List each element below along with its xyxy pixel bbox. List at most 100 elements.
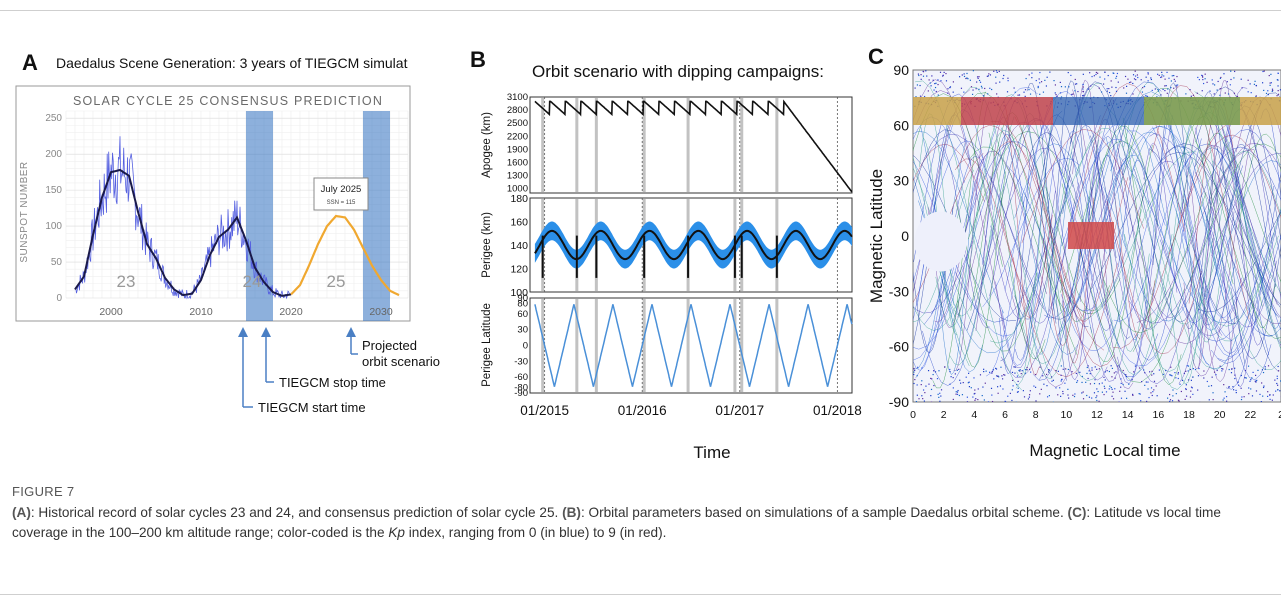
coverage-point: [978, 76, 980, 78]
coverage-point: [980, 85, 983, 87]
coverage-point: [1019, 369, 1021, 371]
coverage-point: [1062, 390, 1064, 393]
coverage-point: [1134, 75, 1137, 77]
coverage-point: [1160, 76, 1162, 79]
coverage-point: [1060, 374, 1062, 376]
coverage-point: [1030, 371, 1032, 373]
coverage-point: [982, 386, 984, 388]
coverage-point: [919, 95, 922, 97]
coverage-point: [1228, 386, 1230, 388]
coverage-point: [1082, 90, 1084, 93]
coverage-point: [1249, 380, 1251, 382]
coverage-point: [1147, 73, 1149, 75]
coverage-point: [1087, 377, 1089, 380]
dipping-campaign-marker: [594, 298, 598, 393]
coverage-point: [1240, 387, 1242, 389]
coverage-point: [1059, 81, 1061, 83]
coverage-point: [944, 366, 946, 368]
coverage-point: [1094, 366, 1096, 368]
trajectory-track: [998, 208, 1118, 378]
trajectory-track: [990, 120, 1105, 351]
coverage-point: [927, 90, 929, 92]
coverage-point: [918, 74, 920, 77]
y-tick-label: 150: [45, 185, 62, 196]
coverage-point: [1146, 95, 1148, 97]
trajectory-track: [954, 158, 1030, 303]
trajectory-track: [1035, 120, 1127, 388]
coverage-point: [1261, 369, 1264, 371]
coverage-point: [1117, 365, 1119, 367]
coverage-point: [996, 71, 998, 74]
trajectory-track: [915, 80, 1022, 391]
coverage-point: [1114, 377, 1116, 379]
coverage-point: [1075, 372, 1077, 375]
coverage-point: [1112, 72, 1114, 74]
coverage-point: [1001, 378, 1004, 380]
coverage-point: [1171, 400, 1174, 402]
coverage-point: [933, 370, 935, 372]
coverage-point: [932, 373, 934, 376]
coverage-point: [1035, 400, 1037, 402]
coverage-point: [1016, 384, 1018, 386]
trajectory-track: [1169, 179, 1214, 385]
coverage-point: [966, 77, 968, 79]
coverage-point: [1136, 74, 1139, 76]
coverage-point: [1170, 80, 1172, 82]
trajectory-track: [1144, 158, 1194, 323]
coverage-point: [1255, 390, 1258, 392]
trajectory-track: [1105, 137, 1139, 340]
coverage-point: [1248, 387, 1250, 389]
coverage-point: [1145, 76, 1147, 78]
trajectory-track: [1152, 82, 1190, 266]
apogee-line: [534, 99, 853, 193]
coverage-point: [1247, 79, 1249, 81]
coverage-point: [978, 79, 981, 82]
coverage-point: [1113, 72, 1115, 74]
coverage-point: [1187, 370, 1189, 372]
coverage-point: [990, 387, 993, 389]
coverage-point: [1176, 75, 1178, 78]
trajectory-track: [1033, 97, 1117, 381]
coverage-point: [936, 378, 939, 380]
coverage-point: [1110, 365, 1112, 367]
coverage-point: [1111, 376, 1113, 378]
coverage-point: [1235, 389, 1237, 392]
coverage-point: [1231, 368, 1233, 370]
apogee-tick-label: 1600: [507, 157, 528, 168]
coverage-point: [957, 389, 959, 392]
latitude-ylabel: Perigee Latitude: [481, 303, 493, 387]
coverage-point: [1045, 85, 1047, 87]
coverage-point: [1015, 401, 1017, 402]
coverage-point: [1171, 75, 1173, 77]
coverage-point: [1173, 78, 1175, 81]
coverage-point: [930, 85, 932, 87]
coverage-point: [991, 371, 994, 373]
coverage-point: [1040, 388, 1042, 390]
coverage-point: [920, 384, 922, 386]
trajectory-track: [913, 166, 982, 338]
perigee-latitude-line: [534, 304, 853, 387]
coverage-point: [1228, 368, 1230, 371]
coverage-point: [1171, 375, 1173, 377]
coverage-point: [955, 391, 957, 393]
coverage-point: [1055, 387, 1057, 389]
local-time-tick-label: 8: [1033, 409, 1039, 421]
coverage-point: [1011, 399, 1013, 402]
coverage-point: [919, 84, 921, 87]
coverage-point: [1054, 92, 1056, 94]
coverage-point: [1091, 369, 1093, 371]
coverage-point: [1026, 369, 1028, 371]
caption-c-tag: (C): [1067, 505, 1087, 520]
coverage-point: [979, 81, 982, 83]
trajectory-track: [913, 175, 963, 332]
coverage-point: [1157, 88, 1159, 91]
trajectory-track: [1000, 127, 1079, 355]
observed-sunspot-line: [74, 168, 292, 297]
coverage-point: [1108, 370, 1111, 373]
coverage-point: [1241, 396, 1243, 398]
coverage-point: [971, 93, 974, 95]
coverage-point: [1206, 81, 1208, 83]
coverage-point: [1272, 394, 1274, 396]
coverage-point: [1072, 93, 1074, 95]
trajectory-track: [1143, 142, 1178, 293]
